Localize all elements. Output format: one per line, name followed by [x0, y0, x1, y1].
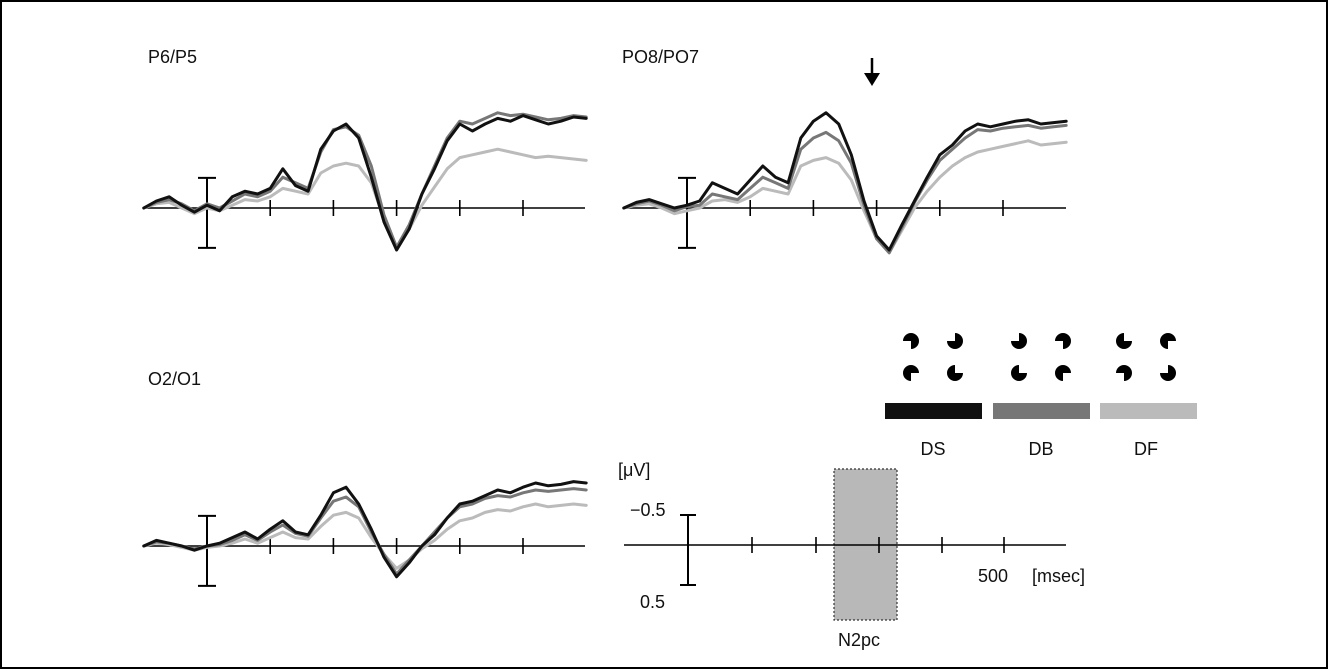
panel-label: PO8/PO7 [622, 47, 699, 67]
inducer-icon [903, 365, 919, 381]
inducer-icon [947, 365, 963, 381]
panel-traces [142, 111, 588, 252]
legend: DS DB DF [885, 333, 1197, 459]
y-scale-top: −0.5 [630, 500, 666, 520]
inducer-icon [903, 333, 919, 349]
inducer-array [1011, 333, 1071, 381]
inducer-icon [1011, 333, 1027, 349]
peak-arrow-icon [864, 58, 880, 86]
trace-ds [142, 480, 588, 579]
legend-item-db: DB [993, 333, 1090, 459]
inducer-array [903, 333, 963, 381]
panel-label: O2/O1 [148, 369, 201, 389]
inducer-array [1116, 333, 1176, 381]
legend-swatch [885, 403, 982, 419]
inducer-icon [1160, 365, 1176, 381]
panel-p6p5: P6/P5 [142, 47, 588, 252]
inducer-icon [1055, 333, 1071, 349]
panel-traces [142, 480, 588, 579]
y-unit-label: [μV] [618, 460, 650, 480]
trace-ds [622, 111, 1068, 252]
x-tick-label: 500 [978, 566, 1008, 586]
trace-db [622, 123, 1068, 255]
panel-o2o1: O2/O1 [142, 369, 588, 587]
n2pc-label: N2pc [838, 630, 880, 650]
panel-label: P6/P5 [148, 47, 197, 67]
inducer-icon [1055, 365, 1071, 381]
legend-label: DS [920, 439, 945, 459]
trace-ds [142, 114, 588, 252]
legend-label: DF [1134, 439, 1158, 459]
inducer-icon [1116, 365, 1132, 381]
inducer-icon [947, 333, 963, 349]
legend-item-ds: DS [885, 333, 982, 459]
inducer-icon [1116, 333, 1132, 349]
y-scale-bottom: 0.5 [640, 592, 665, 612]
legend-item-df: DF [1100, 333, 1197, 459]
inducer-icon [1011, 365, 1027, 381]
x-unit-label: [msec] [1032, 566, 1085, 586]
trace-db [142, 111, 588, 249]
panel-po8po7: PO8/PO7 [622, 47, 1068, 255]
legend-label: DB [1028, 439, 1053, 459]
panel-traces [622, 111, 1068, 255]
inducer-icon [1160, 333, 1176, 349]
legend-swatch [1100, 403, 1197, 419]
scale-key: [μV] −0.5 0.5 500 [msec] N2pc [618, 460, 1085, 650]
trace-df [622, 139, 1068, 255]
legend-swatch [993, 403, 1090, 419]
